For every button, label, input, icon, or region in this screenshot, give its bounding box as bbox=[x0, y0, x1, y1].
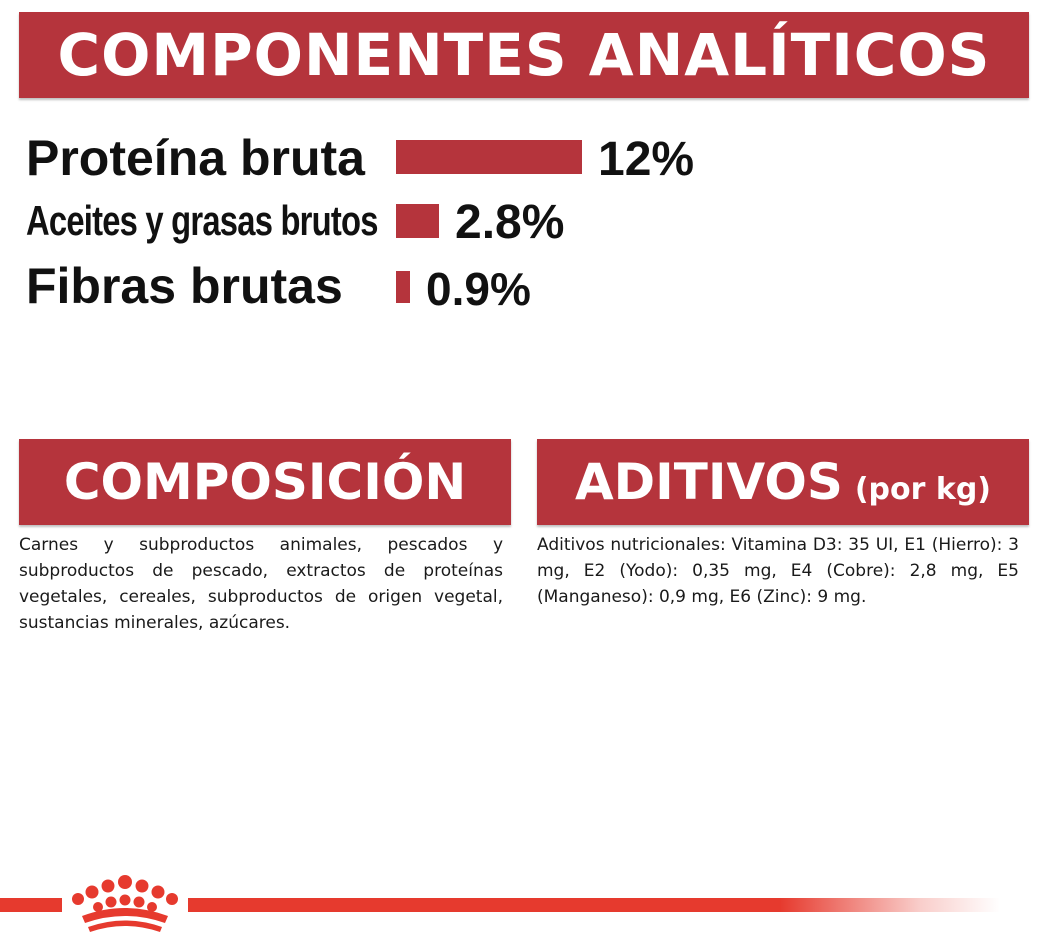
analytic-components-banner: COMPONENTES ANALÍTICOS bbox=[19, 12, 1029, 98]
composition-text: Carnes y subproductos animales, pescados… bbox=[19, 535, 503, 633]
additives-text: Aditivos nutricionales: Vitamina D3: 35 … bbox=[537, 535, 1019, 607]
footer-divider-line bbox=[0, 898, 1000, 912]
additives-banner: ADITIVOS (por kg) bbox=[537, 439, 1029, 525]
royal-crown-icon bbox=[62, 872, 188, 938]
nutrient-bar-fiber bbox=[396, 271, 410, 303]
additives-subtitle: (por kg) bbox=[854, 471, 992, 507]
nutrient-label-protein: Proteína bruta bbox=[26, 130, 365, 186]
composition-title: COMPOSICIÓN bbox=[63, 453, 467, 511]
composition-banner: COMPOSICIÓN bbox=[19, 439, 511, 525]
analytic-components-title: COMPONENTES ANALÍTICOS bbox=[57, 21, 991, 89]
nutrient-label-fat: Aceites y grasas brutos bbox=[26, 197, 378, 244]
nutrient-value-fiber: 0.9% bbox=[426, 263, 531, 315]
nutrient-bar-fat bbox=[396, 204, 439, 238]
additives-title: ADITIVOS bbox=[574, 453, 843, 511]
nutrient-value-protein: 12% bbox=[598, 133, 695, 186]
nutrient-bar-protein bbox=[396, 140, 582, 174]
nutrient-value-fat: 2.8% bbox=[455, 196, 565, 249]
nutrient-label-fiber: Fibras brutas bbox=[26, 258, 343, 314]
